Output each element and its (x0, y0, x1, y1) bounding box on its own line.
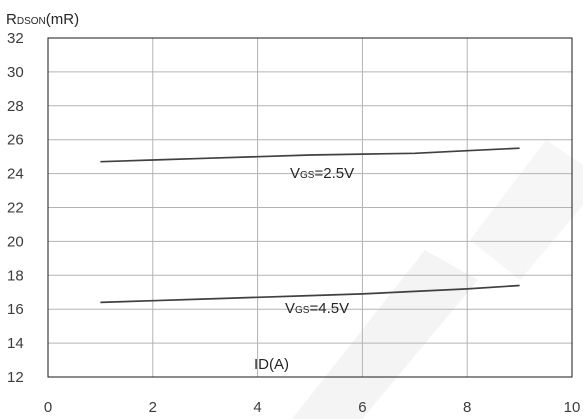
y-tick-label-18: 18 (7, 267, 24, 284)
series-line-1 (100, 147, 520, 163)
y-tick-label-20: 20 (7, 233, 24, 250)
y-axis-label-sub: DSON (17, 16, 46, 27)
series-line-2 (100, 284, 520, 304)
series-group (100, 147, 520, 304)
y-tick-label-26: 26 (7, 132, 24, 149)
y-tick-label-28: 28 (7, 98, 24, 115)
x-tick-label-8: 8 (463, 399, 471, 416)
y-axis-label-main: R (6, 11, 17, 28)
x-tick-label-2: 2 (149, 399, 157, 416)
grid (47, 37, 573, 378)
y-tick-label-30: 30 (7, 64, 24, 81)
y-tick-label-14: 14 (7, 335, 24, 352)
plot-frame (47, 37, 573, 378)
y-tick-label-24: 24 (7, 166, 24, 183)
x-tick-label-0: 0 (44, 399, 52, 416)
x-axis-label: ID(A) (254, 356, 289, 373)
series-label-1: VGS=2.5V (290, 165, 354, 182)
y-tick-label-32: 32 (7, 30, 24, 47)
y-tick-label-22: 22 (7, 200, 24, 217)
x-tick-label-4: 4 (253, 399, 261, 416)
series-label-2: VGS=4.5V (285, 300, 349, 317)
y-tick-label-12: 12 (7, 369, 24, 386)
y-tick-label-16: 16 (7, 301, 24, 318)
x-tick-label-10: 10 (564, 399, 581, 416)
y-tick-labels: 12 14 16 18 20 22 24 26 28 30 32 (7, 30, 24, 386)
y-axis-label: RDSON(mR) (6, 11, 79, 28)
y-axis-label-tail: (mR) (46, 11, 79, 28)
series-labels: VGS=2.5V VGS=4.5V (285, 165, 354, 317)
x-tick-label-6: 6 (358, 399, 366, 416)
x-tick-labels: 0 2 4 6 8 10 (44, 399, 581, 416)
